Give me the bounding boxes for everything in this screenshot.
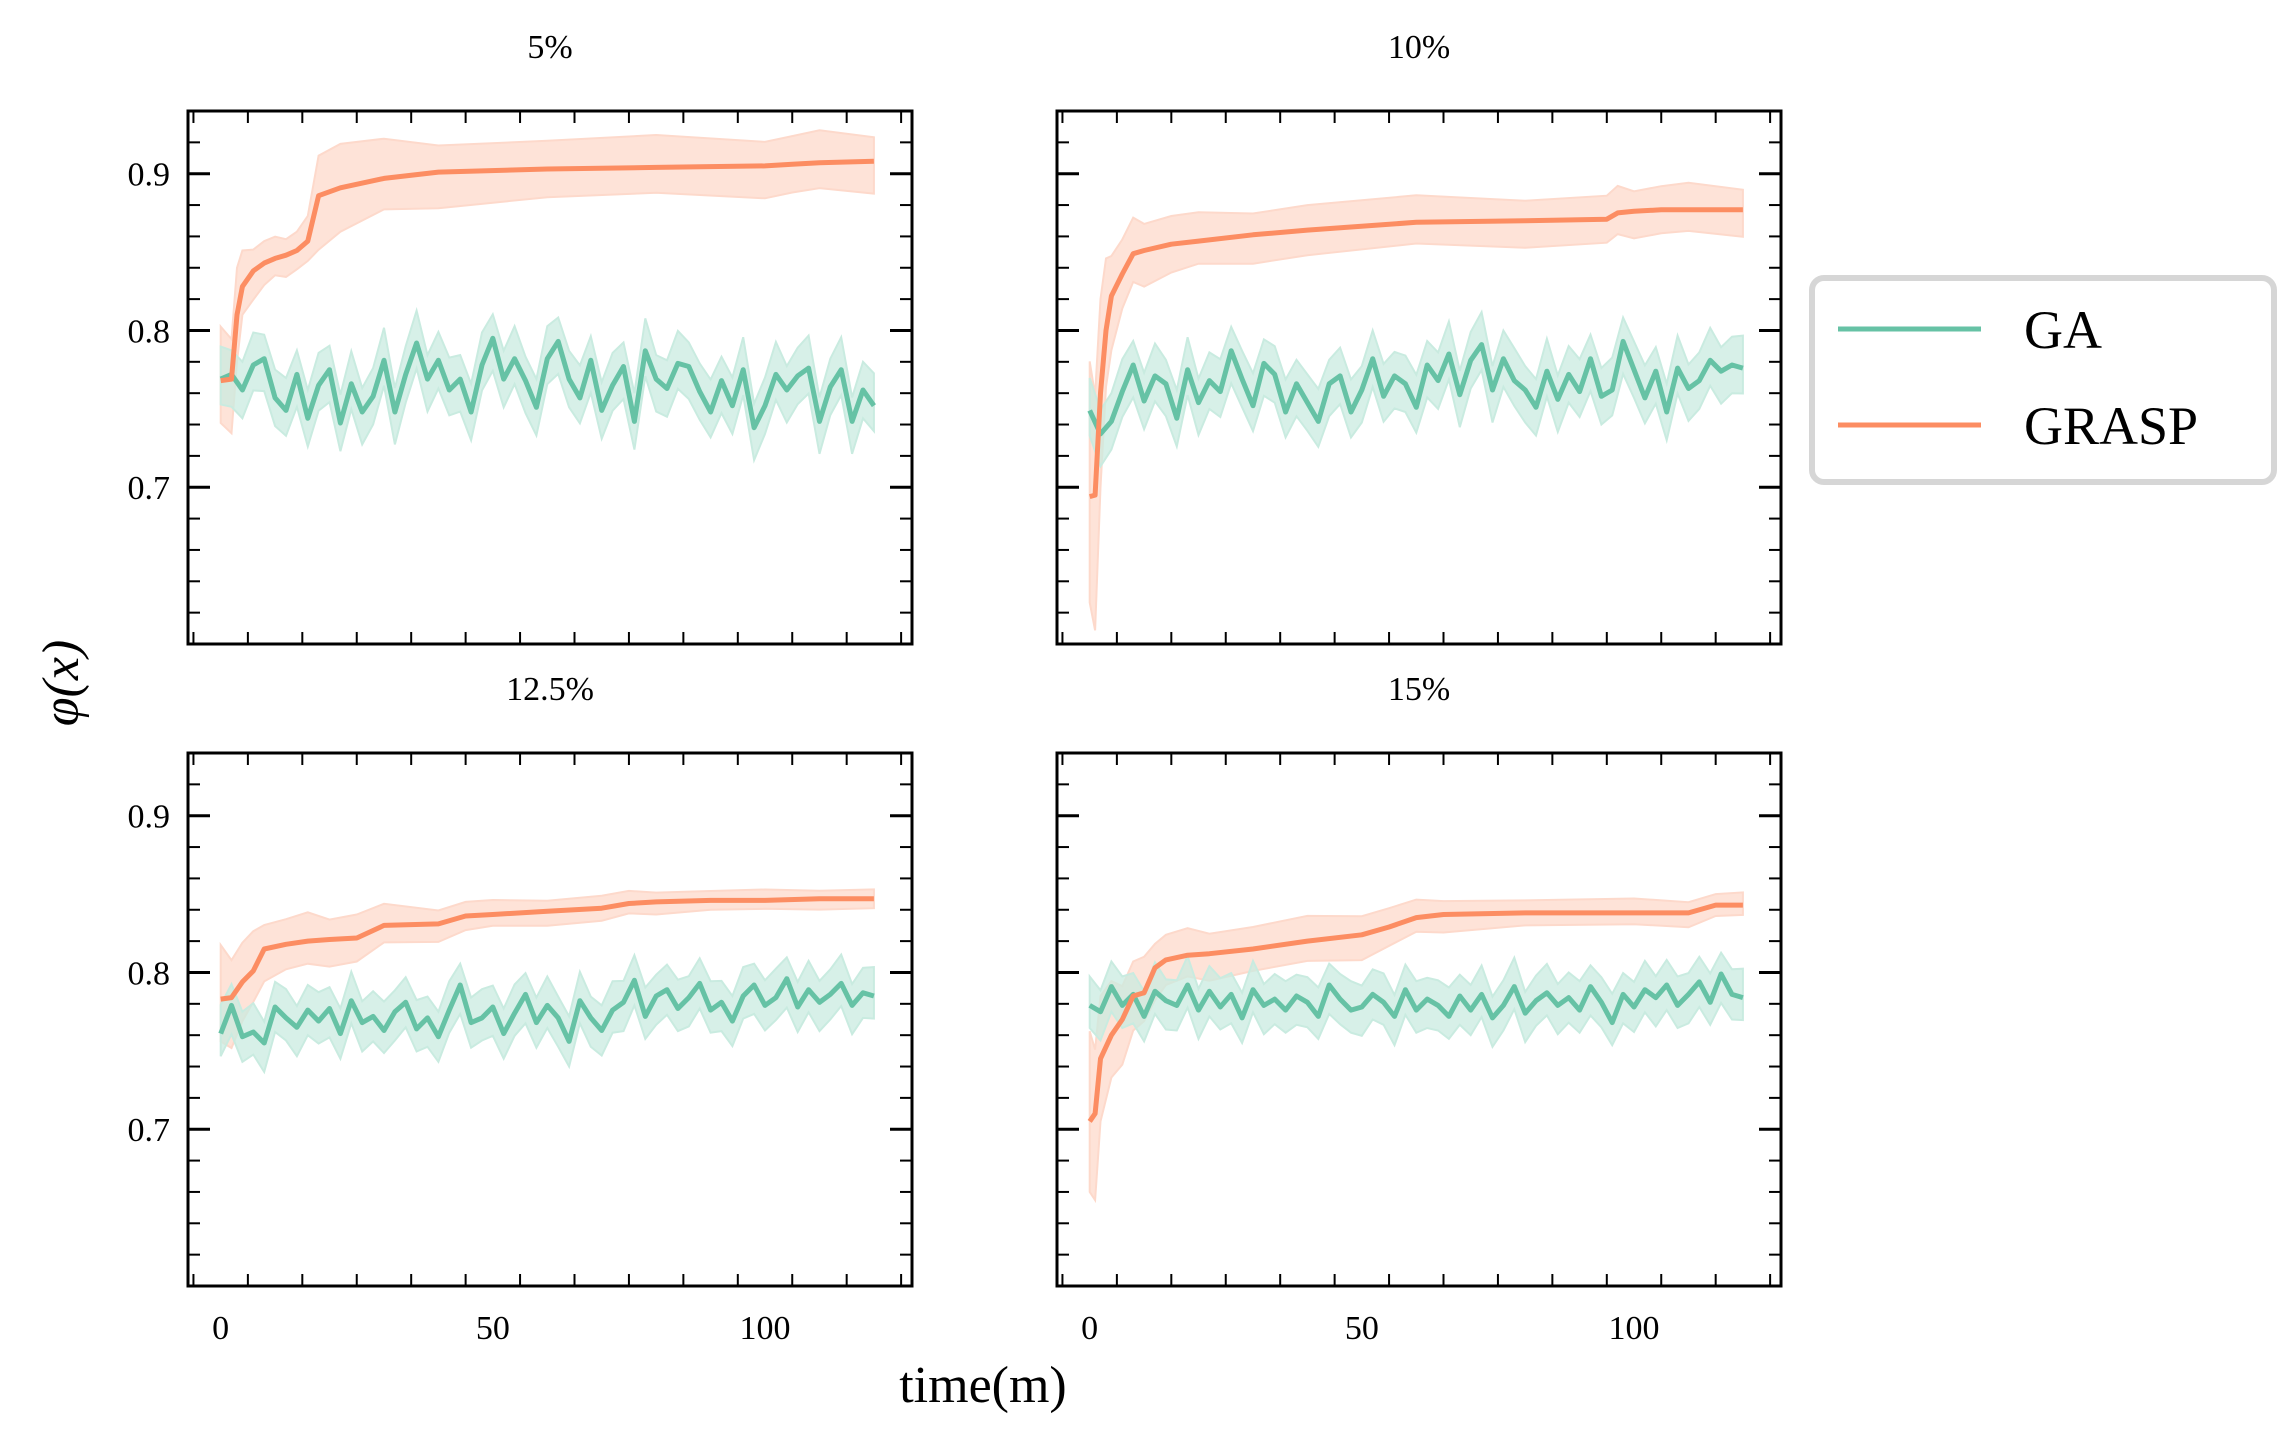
panel-title: 5%	[527, 29, 572, 66]
grasp-band	[1088, 181, 1744, 631]
panel-frame	[186, 751, 914, 1288]
panel-2: 10%	[1055, 29, 1783, 646]
ga-band	[1088, 309, 1744, 469]
panel-title: 10%	[1388, 29, 1450, 66]
grasp-band	[219, 888, 875, 1050]
y-tick-label: 0.7	[128, 1112, 171, 1149]
grasp-band	[219, 129, 875, 436]
x-axis-label: time(m)	[899, 1357, 1067, 1414]
panel-plot-area	[1087, 181, 1744, 631]
panel-frame	[1055, 109, 1783, 646]
ga-band	[1088, 950, 1744, 1049]
x-tick-label: 100	[740, 1310, 791, 1347]
y-tick-label: 0.8	[128, 313, 171, 350]
panel-title: 12.5%	[506, 671, 594, 708]
grasp-line	[1087, 902, 1743, 1123]
y-tick-label: 0.9	[128, 799, 171, 836]
y-axis-label: φ(x)	[33, 640, 90, 726]
y-tick-label: 0.9	[128, 157, 171, 194]
x-tick-label: 50	[476, 1310, 510, 1347]
legend: GA GRASP	[1809, 275, 2277, 485]
y-tick-label: 0.7	[128, 470, 171, 507]
legend-label-grasp: GRASP	[2024, 396, 2198, 456]
grasp-line	[1089, 207, 1743, 500]
panel-plot-area	[1087, 891, 1744, 1204]
panel-ticks	[1057, 110, 1781, 644]
ga-line	[219, 335, 876, 431]
panel-1: 5% 0.7 0.8 0.9	[128, 29, 914, 646]
ga-line	[1088, 971, 1744, 1026]
panel-3: 12.5% 0.7 0.8 0.9 0 50 100	[128, 671, 914, 1347]
ga-line	[1087, 338, 1744, 437]
y-tick-label: 0.8	[128, 955, 171, 992]
panel-frame	[186, 109, 914, 646]
panel-4: 15% 0 50 100	[1055, 671, 1783, 1347]
x-tick-label: 0	[212, 1310, 229, 1347]
panel-title: 15%	[1388, 671, 1450, 708]
panel-plot-area	[218, 888, 875, 1075]
panel-frame	[1055, 751, 1783, 1288]
grasp-line	[220, 158, 874, 384]
panel-plot-area	[219, 129, 876, 464]
grasp-line	[220, 896, 874, 1002]
x-tick-label: 0	[1081, 1310, 1098, 1347]
ga-band	[219, 952, 875, 1075]
ga-band	[219, 306, 875, 464]
ga-line	[218, 976, 875, 1046]
x-tick-label: 100	[1609, 1310, 1660, 1347]
panel-ticks	[188, 110, 912, 644]
legend-label-ga: GA	[2024, 300, 2102, 360]
x-tick-label: 50	[1345, 1310, 1379, 1347]
panels-layer: 5% 0.7 0.8 0.9 10% 12.5% 0.7 0.8 0.9 0 50 100 15% 0 50…	[128, 29, 1783, 1347]
